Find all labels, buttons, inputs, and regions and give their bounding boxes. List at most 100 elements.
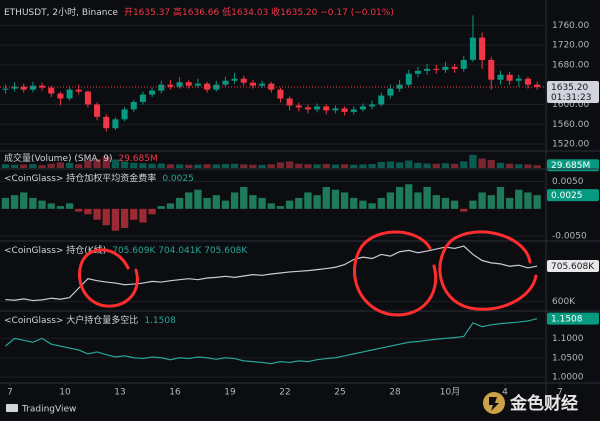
bar (139, 208, 147, 223)
bar (102, 208, 110, 226)
bar (75, 208, 83, 212)
bar (313, 195, 321, 209)
x-tick-label: 25 (334, 388, 345, 398)
bar (93, 159, 101, 168)
candle-body (231, 78, 238, 81)
candle-body (295, 105, 302, 108)
bar (221, 200, 230, 209)
y-tick-label: -0.0050 (552, 232, 587, 242)
ratio-header: <CoinGlass> 大户持仓量多空比 1.1508 (4, 314, 176, 326)
candle-body (94, 104, 101, 117)
candle-body (350, 109, 357, 112)
candle-body (29, 85, 36, 90)
bar (258, 197, 266, 209)
bar (478, 158, 486, 168)
bar (340, 192, 349, 209)
bar (331, 189, 340, 209)
candle-body (194, 83, 201, 86)
bar (120, 161, 129, 168)
candle-body (323, 106, 330, 111)
bar (368, 164, 376, 168)
candle-body (304, 107, 311, 110)
y-tick-label: 1.0500 (552, 353, 584, 363)
candle-body (378, 95, 385, 105)
bar (10, 195, 19, 209)
series-line (5, 245, 538, 302)
candle-body (460, 59, 467, 69)
last-value-label: 1.1508 (551, 315, 583, 325)
bar (450, 163, 459, 168)
bar (175, 197, 184, 209)
y-tick-label: 0.0050 (552, 177, 584, 187)
bar (65, 203, 74, 209)
bar (212, 195, 220, 209)
candle-body (479, 37, 486, 60)
watermark-text: 金色财经 (509, 393, 578, 414)
bar (175, 164, 184, 168)
watermark-glyph (489, 397, 499, 411)
bar (29, 197, 37, 209)
bar (515, 164, 523, 168)
bar (487, 160, 495, 168)
bar (111, 159, 120, 168)
x-tick-label: 19 (224, 388, 236, 398)
platform-name: TradingView (21, 405, 76, 415)
x-tick-label: 10 (59, 388, 71, 398)
funding-value: 0.0025 (162, 174, 194, 184)
bar (460, 208, 468, 212)
y-tick-label: 1680.00 (552, 60, 589, 70)
bar (395, 162, 404, 168)
last-value-tag (547, 260, 599, 273)
bar (505, 197, 514, 209)
bar (524, 164, 532, 168)
volume-title: 成交量(Volume) (SMA, 9) (4, 152, 112, 164)
bar (423, 186, 431, 209)
candle-body (405, 73, 412, 85)
candle-body (2, 88, 9, 90)
tradingview-logo: TradingView (6, 404, 76, 415)
hand-annotations (78, 230, 538, 317)
candle-body (185, 82, 192, 86)
price-header: ETHUSDT, 2小时, Binance 开1635.37 高1636.66 低… (4, 6, 394, 18)
y-tick-label: 1560.00 (552, 120, 589, 130)
bar (102, 156, 110, 168)
bar (249, 195, 257, 209)
bar (249, 164, 257, 168)
bar (111, 208, 120, 231)
x-tick-label: 22 (279, 388, 290, 398)
bar (377, 161, 385, 168)
logo-icon (6, 404, 18, 412)
bar (65, 162, 74, 168)
bar (469, 200, 477, 209)
bar (10, 164, 19, 168)
bar (240, 164, 248, 168)
bar (414, 192, 422, 209)
bar (350, 197, 358, 209)
price-tag (547, 81, 599, 104)
y-tick-label: 1520.00 (552, 140, 589, 150)
bar (258, 164, 266, 168)
annotation-circle (78, 248, 139, 308)
bar (359, 200, 367, 209)
x-tick-label: 4 (502, 388, 508, 398)
candle-body (149, 90, 156, 95)
candle-body (222, 80, 229, 85)
bar (203, 164, 211, 168)
bar (148, 163, 156, 168)
price-tag-label: 1635.20 (551, 83, 588, 93)
symbol-title: ETHUSDT, 2小时, Binance (4, 6, 118, 18)
annotation-circle (438, 230, 538, 311)
bar (47, 203, 55, 209)
bar (38, 200, 46, 209)
candle-body (524, 78, 531, 85)
candle-body (167, 84, 174, 87)
bar (322, 164, 330, 168)
bar (304, 192, 312, 209)
candle-body (314, 106, 321, 110)
candle-body (387, 88, 394, 96)
ratio-value: 1.1508 (144, 316, 176, 326)
bar (194, 164, 202, 168)
funding-title: <CoinGlass> 持仓加权平均资金费率 (4, 172, 156, 184)
bar (1, 164, 10, 168)
bar (368, 203, 376, 209)
